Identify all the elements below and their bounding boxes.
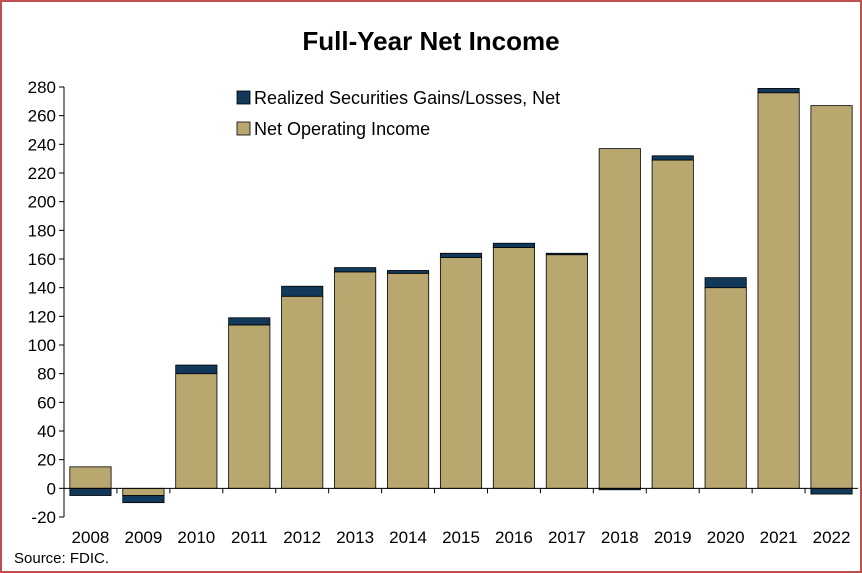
bar-net-operating-income-2009 (122, 487, 165, 496)
bar-net-operating-income-2012 (281, 295, 324, 489)
bar-realized-securities-2022 (810, 487, 853, 495)
y-tick-label: 60 (37, 393, 56, 412)
legend-swatch (236, 121, 251, 136)
bar-realized-securities-2009 (122, 495, 165, 504)
x-tick-label: 2010 (177, 528, 215, 547)
bar-net-operating-income-2020 (704, 287, 747, 489)
x-tick-label: 2017 (548, 528, 586, 547)
x-tick-label: 2016 (495, 528, 533, 547)
y-tick-label: 100 (28, 336, 56, 355)
y-tick-label: 160 (28, 250, 56, 269)
bar-realized-securities-2016 (492, 242, 535, 248)
x-tick-label: 2009 (124, 528, 162, 547)
bar-realized-securities-2020 (704, 277, 747, 289)
x-tick-label: 2012 (283, 528, 321, 547)
y-tick-label: -20 (31, 508, 56, 527)
bar-realized-securities-2021 (757, 88, 800, 94)
y-tick-label: 20 (37, 451, 56, 470)
bar-net-operating-income-2013 (334, 271, 377, 489)
bar-realized-securities-2008 (69, 487, 112, 496)
bar-realized-securities-2015 (439, 252, 483, 258)
bar-net-operating-income-2018 (598, 148, 641, 489)
y-axis: 280260240220200180160140120100806040200-… (28, 78, 56, 527)
bar-net-operating-income-2016 (492, 247, 535, 489)
chart-title: Full-Year Net Income (302, 26, 560, 56)
bar-net-operating-income-2022 (810, 105, 853, 489)
x-tick-label: 2013 (336, 528, 374, 547)
bar-net-operating-income-2011 (228, 324, 271, 489)
x-tick-label: 2014 (389, 528, 427, 547)
y-tick-label: 140 (28, 279, 56, 298)
x-tick-label: 2021 (760, 528, 798, 547)
bar-net-operating-income-2008 (69, 466, 112, 489)
bar-net-operating-income-2014 (387, 272, 430, 489)
legend-label: Realized Securities Gains/Losses, Net (254, 88, 560, 108)
bar-realized-securities-2013 (334, 267, 377, 273)
x-tick-label: 2020 (707, 528, 745, 547)
bar-realized-securities-2011 (228, 317, 271, 326)
y-tick-label: 80 (37, 365, 56, 384)
bar-realized-securities-2019 (651, 155, 694, 161)
source-note: Source: FDIC. (14, 550, 110, 567)
bar-realized-securities-2012 (281, 285, 324, 297)
legend-swatch (236, 90, 251, 105)
y-tick-label: 0 (47, 479, 56, 498)
y-tick-label: 40 (37, 422, 56, 441)
legend-label: Net Operating Income (254, 119, 430, 139)
x-tick-label: 2018 (601, 528, 639, 547)
legend: Realized Securities Gains/Losses, Net Net… (236, 88, 560, 139)
x-tick-label: 2015 (442, 528, 480, 547)
y-tick-label: 240 (28, 135, 56, 154)
bar-net-operating-income-2017 (545, 254, 588, 489)
bar-realized-securities-2010 (175, 364, 218, 375)
y-tick-label: 120 (28, 307, 56, 326)
y-tick-label: 200 (28, 193, 56, 212)
bar-net-operating-income-2019 (651, 159, 694, 489)
x-tick-label: 2011 (231, 528, 268, 547)
bar-net-operating-income-2010 (175, 373, 218, 489)
bars (69, 88, 853, 504)
x-tick-label: 2022 (813, 528, 851, 547)
bar-realized-securities-2017 (545, 252, 588, 256)
bar-net-operating-income-2021 (757, 92, 800, 489)
x-tick-label: 2008 (72, 528, 110, 547)
bar-realized-securities-2014 (387, 270, 430, 274)
y-tick-label: 280 (28, 78, 56, 97)
bar-net-operating-income-2015 (439, 257, 483, 489)
x-axis: 2008 2009 2010 2011 2012 2013 2014 2015 2016 2017… (72, 528, 851, 547)
y-tick-label: 180 (28, 221, 56, 240)
axes (59, 86, 858, 518)
y-tick-label: 220 (28, 164, 56, 183)
y-tick-label: 260 (28, 107, 56, 126)
x-tick-label: 2019 (654, 528, 692, 547)
